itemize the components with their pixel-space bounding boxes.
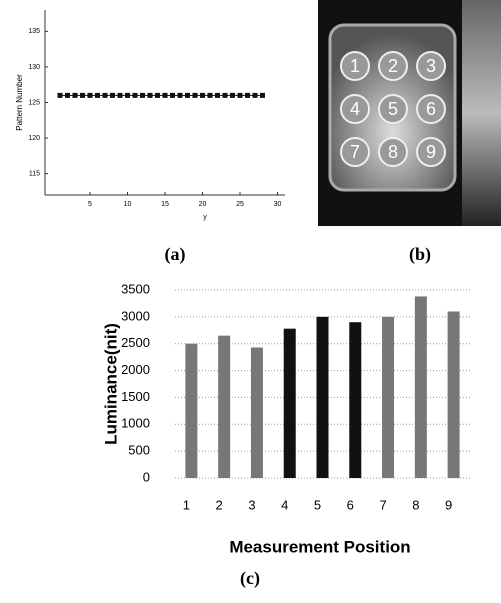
- marker: [162, 92, 168, 98]
- key: [340, 94, 370, 124]
- key: [340, 137, 370, 167]
- key-label: 3: [426, 56, 436, 76]
- marker: [155, 92, 160, 98]
- x-axis-label: Measurement Position: [229, 537, 410, 556]
- x-tick-label: 20: [199, 201, 207, 208]
- marker: [140, 92, 145, 98]
- bar: [218, 335, 231, 478]
- y-tick-label: 115: [29, 170, 40, 177]
- key-label: 9: [426, 142, 436, 162]
- y-tick-label: 3500: [121, 281, 150, 296]
- key: [416, 94, 446, 124]
- y-tick-label: 130: [28, 64, 40, 71]
- y-tick-label: 3000: [121, 308, 150, 323]
- marker: [222, 92, 228, 98]
- x-tick-label: 15: [161, 201, 169, 208]
- y-axis-label: Pattern Number: [15, 74, 24, 131]
- key-label: 5: [388, 99, 398, 119]
- y-tick-label: 0: [143, 469, 150, 484]
- marker: [110, 92, 115, 98]
- x-tick-label: 3: [248, 497, 255, 512]
- marker: [260, 92, 265, 98]
- marker: [80, 92, 85, 98]
- marker: [125, 92, 130, 98]
- key-label: 7: [350, 142, 360, 162]
- x-axis-label: y: [203, 214, 207, 221]
- marker: [207, 92, 213, 98]
- marker: [252, 92, 258, 98]
- marker: [132, 92, 138, 98]
- y-axis-label: Luminance(nit): [101, 323, 120, 445]
- marker: [65, 92, 70, 98]
- x-tick-label: 9: [445, 497, 452, 512]
- key: [378, 51, 408, 81]
- y-tick-label: 135: [28, 28, 40, 35]
- y-tick-label: 1000: [121, 416, 150, 431]
- key: [378, 137, 408, 167]
- x-tick-label: 2: [216, 497, 223, 512]
- marker: [117, 92, 123, 98]
- x-tick-label: 25: [236, 201, 244, 208]
- y-tick-label: 2000: [121, 362, 150, 377]
- key-label: 1: [350, 56, 360, 76]
- key: [416, 137, 446, 167]
- x-tick-label: 4: [281, 497, 288, 512]
- marker: [245, 92, 250, 98]
- panel-label: (b): [409, 244, 431, 265]
- marker: [95, 92, 100, 98]
- key-label: 2: [388, 56, 398, 76]
- x-tick-label: 1: [183, 497, 190, 512]
- marker: [192, 92, 198, 98]
- y-tick-label: 500: [128, 443, 150, 458]
- y-tick-label: 1500: [121, 389, 150, 404]
- panel-label: (c): [240, 568, 260, 589]
- bar: [349, 322, 362, 478]
- key-label: 6: [426, 99, 436, 119]
- key-label: 8: [388, 142, 398, 162]
- marker: [177, 92, 183, 98]
- marker: [200, 92, 205, 98]
- key-label: 4: [350, 99, 360, 119]
- key: [416, 51, 446, 81]
- marker: [185, 92, 190, 98]
- bar: [283, 328, 296, 478]
- x-tick-label: 10: [124, 201, 132, 208]
- marker: [147, 92, 153, 98]
- x-tick-label: 5: [314, 497, 321, 512]
- y-tick-label: 2500: [121, 335, 150, 350]
- marker: [237, 92, 243, 98]
- marker: [72, 92, 78, 98]
- bar: [447, 311, 460, 478]
- key: [340, 51, 370, 81]
- marker: [102, 92, 108, 98]
- x-tick-label: 6: [347, 497, 354, 512]
- bar: [382, 316, 395, 478]
- bar: [316, 316, 329, 478]
- panel-label: (a): [165, 244, 186, 265]
- x-tick-label: 8: [412, 497, 419, 512]
- x-tick-label: 30: [274, 201, 282, 208]
- bar: [250, 347, 263, 478]
- y-tick-label: 120: [28, 135, 40, 142]
- bar: [414, 296, 427, 478]
- x-tick-label: 5: [88, 201, 92, 208]
- y-tick-label: 125: [28, 99, 40, 106]
- bar: [185, 343, 198, 478]
- marker: [57, 92, 63, 98]
- marker: [87, 92, 93, 98]
- marker: [230, 92, 235, 98]
- marker: [215, 92, 220, 98]
- x-tick-label: 7: [379, 497, 386, 512]
- marker: [170, 92, 175, 98]
- key: [378, 94, 408, 124]
